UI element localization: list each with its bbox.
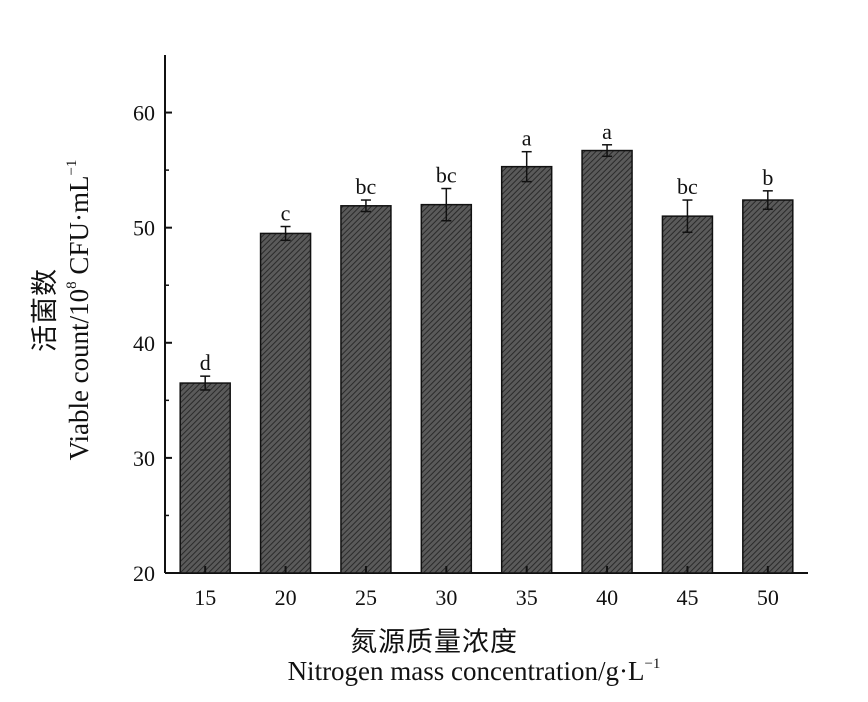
significance-letter: bc xyxy=(356,174,377,199)
y-tick-label: 40 xyxy=(133,331,155,356)
bar xyxy=(500,165,553,574)
bar xyxy=(179,382,231,574)
significance-letter: a xyxy=(522,126,532,151)
significance-letter: a xyxy=(602,119,612,144)
bar xyxy=(742,199,794,574)
bar xyxy=(581,149,633,574)
y-axis-label-cn: 活菌数 xyxy=(30,268,60,353)
x-tick-label: 25 xyxy=(355,585,377,610)
y-axis-label: 活菌数 Viable count/108 CFU·mL−1 xyxy=(28,160,96,461)
y-tick-label: 60 xyxy=(133,101,155,126)
x-tick-label: 45 xyxy=(676,585,698,610)
y-axis-label-en: Viable count/108 CFU·mL−1 xyxy=(64,159,94,461)
x-axis-label-en: Nitrogen mass concentration/g·L−1 xyxy=(287,656,661,686)
significance-letter: bc xyxy=(677,174,698,199)
significance-letter: c xyxy=(281,201,291,226)
bar xyxy=(420,203,473,574)
y-tick-label: 30 xyxy=(133,446,155,471)
x-tick-label: 35 xyxy=(516,585,538,610)
significance-letter: d xyxy=(200,350,211,375)
x-axis-label-cn: 氮源质量浓度 xyxy=(350,627,518,657)
x-tick-label: 30 xyxy=(435,585,457,610)
bar xyxy=(259,232,312,574)
y-tick-label: 50 xyxy=(133,216,155,241)
x-tick-label: 15 xyxy=(194,585,216,610)
bar xyxy=(661,215,714,574)
significance-letter: bc xyxy=(436,163,457,188)
x-tick-label: 40 xyxy=(596,585,618,610)
y-tick-label: 20 xyxy=(133,561,155,586)
x-tick-label: 20 xyxy=(275,585,297,610)
x-tick-label: 50 xyxy=(757,585,779,610)
significance-letter: b xyxy=(762,165,773,190)
bar xyxy=(340,205,392,574)
